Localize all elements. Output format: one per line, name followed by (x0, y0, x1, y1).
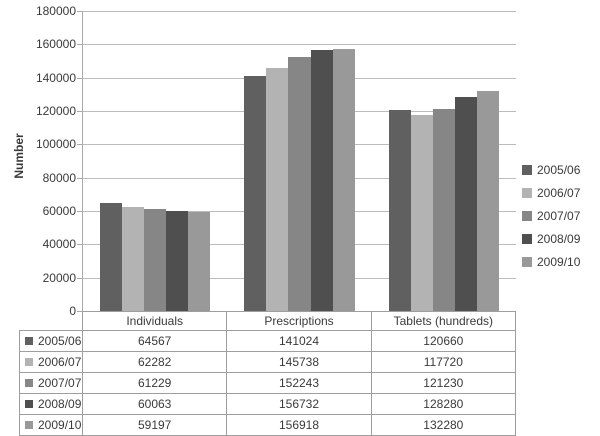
bar-2006/07-Tablets (hundreds) (410, 114, 433, 311)
gridline (83, 44, 516, 46)
bar-2008/09-Tablets (hundreds) (454, 97, 477, 311)
y-axis-tick (77, 311, 82, 312)
bar-2009/10-Prescriptions (332, 49, 355, 311)
value-cell: 141024 (226, 330, 372, 352)
plot-area (77, 11, 516, 312)
value-cell: 117720 (370, 351, 517, 373)
table-row: 2009/10 59197 156918 132280 (19, 414, 517, 436)
y-tick-label: 140000 (35, 70, 76, 85)
legend-item: 2006/07 (522, 181, 580, 204)
legend-key-icon (522, 187, 532, 198)
y-tick-label: 80000 (42, 170, 76, 185)
legend-key-icon (522, 233, 532, 244)
legend-key-icon (25, 358, 33, 366)
bar-2005/06-Individuals (99, 203, 122, 311)
bar-2009/10-Individuals (188, 212, 211, 311)
row-header-label: 2005/06 (38, 334, 82, 348)
row-header-label: 2009/10 (38, 418, 82, 432)
y-tick-label: 60000 (42, 204, 76, 218)
table-row: 2008/09 60063 156732 128280 (19, 393, 517, 415)
y-axis-tick (77, 111, 82, 112)
legend-key-icon (25, 421, 33, 429)
row-header-cell: 2008/09 (19, 393, 83, 415)
value-cell: 64567 (81, 330, 228, 352)
value-cell: 59197 (81, 414, 228, 436)
legend-label: 2009/10 (537, 254, 581, 269)
bar-2007/07-Individuals (144, 208, 167, 311)
y-axis-tick (77, 211, 82, 212)
y-tick-label: 0 (69, 304, 76, 318)
bar-2006/07-Prescriptions (266, 68, 289, 311)
legend-label: 2007/07 (537, 208, 581, 223)
value-cell: 62282 (81, 351, 228, 373)
row-header-cell: 2007/07 (19, 372, 83, 394)
bar-2005/06-Prescriptions (244, 75, 267, 311)
value-cell: 156918 (226, 414, 372, 436)
y-axis-tick (77, 77, 82, 79)
y-axis-tick-labels: 0 20000 40000 60000 80000 100000 120000 140000 1… (0, 0, 76, 436)
y-axis-tick (77, 44, 82, 46)
value-cell: 156732 (226, 393, 372, 415)
legend-label: 2006/07 (537, 185, 581, 200)
bar-2007/07-Tablets (hundreds) (432, 108, 455, 311)
table-header-cell: Prescriptions (226, 311, 372, 331)
row-header-label: 2007/07 (38, 376, 82, 390)
y-tick-label: 120000 (35, 104, 76, 118)
y-tick-label: 160000 (35, 37, 76, 52)
table-row: 2007/07 61229 152243 121230 (19, 372, 517, 394)
legend-key-icon (25, 337, 33, 345)
legend-label: 2008/09 (537, 231, 581, 246)
legend-item: 2008/09 (522, 227, 580, 250)
y-tick-label: 20000 (42, 270, 76, 285)
legend-key-icon (25, 379, 33, 387)
y-axis-tick (77, 11, 82, 12)
bar-2005/06-Tablets (hundreds) (388, 109, 411, 311)
value-cell: 60063 (81, 393, 228, 415)
row-header-label: 2006/07 (38, 355, 82, 369)
y-axis-tick (77, 244, 82, 246)
row-header-cell: 2005/06 (19, 330, 83, 352)
y-axis-tick (77, 144, 82, 146)
legend-item: 2005/06 (522, 158, 580, 181)
value-cell: 121230 (370, 372, 517, 394)
legend-item: 2009/10 (522, 250, 580, 273)
table-header-row: Individuals Prescriptions Tablets (hundred… (20, 311, 517, 331)
table-header-cell: Individuals (81, 311, 228, 331)
legend-key-icon (522, 164, 532, 175)
legend-label: 2005/06 (537, 162, 581, 177)
bar-2008/09-Prescriptions (310, 49, 333, 311)
value-cell: 132280 (370, 414, 517, 436)
value-cell: 145738 (226, 351, 372, 373)
table-corner-cell (20, 312, 83, 331)
gridline (83, 11, 516, 12)
value-cell: 152243 (226, 372, 372, 394)
bar-2008/09-Individuals (166, 210, 189, 311)
y-tick-label: 40000 (42, 237, 76, 252)
value-cell: 120660 (370, 330, 517, 352)
row-header-cell: 2009/10 (19, 414, 83, 436)
bar-2006/07-Individuals (122, 207, 145, 311)
data-table: Individuals Prescriptions Tablets (hundred… (19, 311, 517, 436)
y-tick-label: 180000 (35, 4, 76, 18)
legend-key-icon (25, 400, 33, 408)
row-header-label: 2008/09 (38, 397, 82, 411)
value-cell: 61229 (81, 372, 228, 394)
bar-2007/07-Prescriptions (288, 57, 311, 311)
y-tick-label: 100000 (35, 137, 76, 152)
y-axis-tick (77, 277, 82, 279)
bar-2009/10-Tablets (hundreds) (476, 90, 500, 311)
legend-item: 2007/07 (522, 204, 580, 227)
table-header-cell: Tablets (hundreds) (370, 311, 517, 331)
value-cell: 128280 (370, 393, 517, 415)
table-row: 2006/07 62282 145738 117720 (19, 351, 517, 373)
y-axis-tick (77, 177, 82, 179)
legend: 2005/06 2006/07 2007/07 2008/09 2009/10 (522, 158, 580, 273)
legend-key-icon (522, 256, 532, 267)
legend-key-icon (522, 210, 532, 221)
row-header-cell: 2006/07 (19, 351, 83, 373)
table-row: 2005/06 64567 141024 120660 (19, 330, 517, 352)
